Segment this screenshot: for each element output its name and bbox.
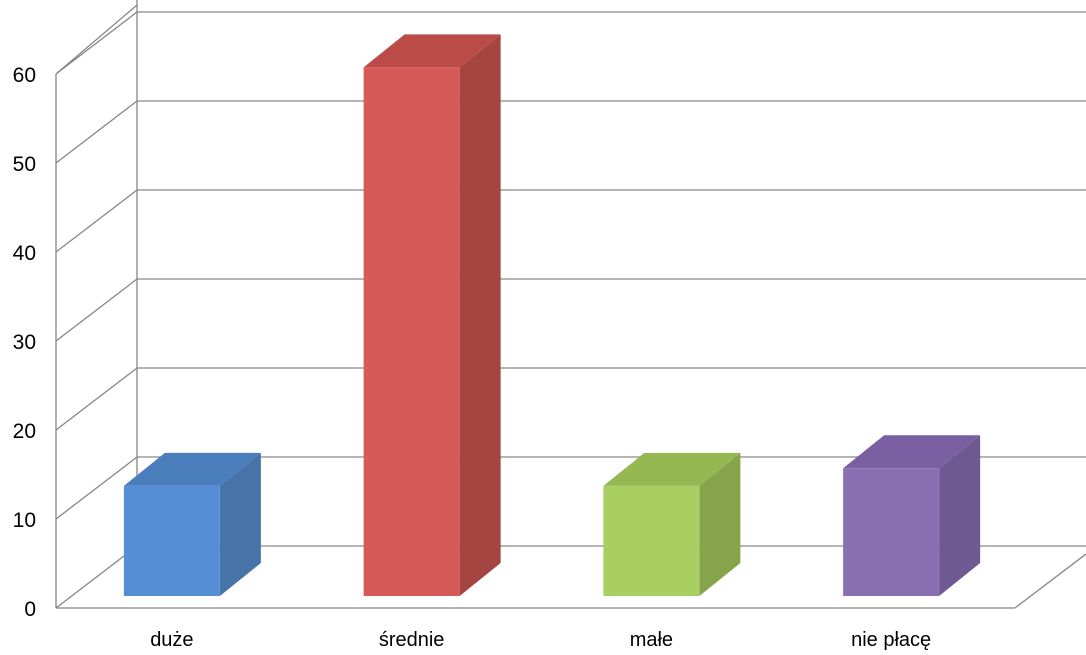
bar (123, 452, 261, 596)
y-tick-label: 60 (13, 64, 36, 87)
wall-top-diagonal (55, 4, 138, 75)
bar-top-face (843, 435, 981, 469)
gridline-diagonal (55, 100, 138, 164)
x-tick-label: duże (150, 629, 193, 651)
x-tick-label: małe (630, 629, 673, 651)
bar-top-face (603, 452, 741, 486)
bar-top-face (363, 34, 501, 68)
bars-layer (123, 34, 981, 597)
y-tick-label: 40 (13, 242, 36, 265)
bar-front-face (363, 67, 460, 597)
bar (603, 452, 741, 596)
bar-side-face (939, 435, 981, 596)
gridline-diagonal (55, 278, 138, 342)
gridline-diagonal (55, 11, 138, 75)
bar-front-face (843, 468, 940, 596)
floor-side-edge (1014, 553, 1086, 609)
grid-layer (55, 0, 1086, 609)
y-tick-label: 0 (24, 598, 36, 621)
gridline-diagonal (55, 545, 138, 609)
bar-top-face (123, 452, 261, 486)
bar-side-face (459, 34, 501, 596)
gridline-diagonal (55, 189, 138, 253)
y-tick-label: 10 (13, 509, 36, 532)
bar-front-face (603, 485, 700, 596)
y-tick-label: 20 (13, 420, 36, 443)
y-tick-label: 30 (13, 331, 36, 354)
y-tick-label: 50 (13, 153, 36, 176)
bar (363, 34, 501, 597)
bar-side-face (219, 452, 261, 596)
bar-side-face (699, 452, 741, 596)
bar-front-face (123, 485, 220, 596)
gridline-diagonal (55, 367, 138, 431)
x-tick-label: nie płacę (851, 629, 931, 651)
labels-layer: 0 10 20 30 40 50 60 duże średnie małe nie płacę (13, 64, 932, 651)
bar (843, 435, 981, 596)
x-tick-label: średnie (379, 629, 445, 651)
gridline-diagonal (55, 456, 138, 520)
